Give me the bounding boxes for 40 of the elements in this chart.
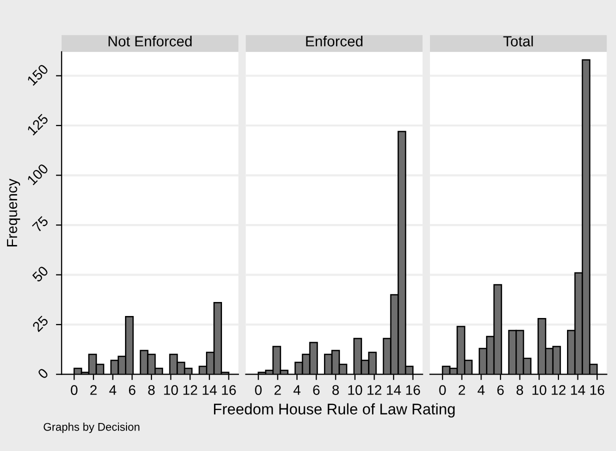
x-tick-label: 16: [406, 385, 420, 395]
x-tick-label: 6: [128, 385, 136, 395]
x-tick-label: 6: [497, 385, 504, 395]
y-axis-title: Frequency: [7, 178, 20, 246]
y-tick-label: 50: [32, 265, 49, 283]
y-tick-label: 150: [26, 64, 49, 86]
y-tick-label: 125: [26, 113, 49, 136]
x-tick-label: 6: [313, 385, 320, 395]
x-tick-label: 8: [332, 385, 339, 395]
x-tick-label: 16: [590, 385, 604, 395]
x-tick-label: 12: [552, 385, 566, 395]
x-tick-label: 2: [90, 385, 97, 395]
x-tick-label: 4: [293, 385, 300, 395]
text: Graphs by Decision: [44, 422, 140, 434]
x-tick-label: 16: [222, 385, 236, 395]
x-tick-label: 0: [70, 385, 78, 395]
y-tick-label: 75: [32, 216, 49, 233]
x-tick-label: 0: [439, 385, 446, 395]
x-tick-label: 14: [571, 385, 586, 395]
x-tick-label: 10: [532, 385, 546, 395]
x-tick-label: 0: [255, 385, 262, 395]
chart-title: Not Enforced: [108, 36, 192, 46]
x-tick-label: 14: [386, 385, 401, 395]
x-tick-label: 2: [274, 385, 281, 395]
x-tick-label: 14: [202, 385, 217, 395]
y-tick-label: 25: [32, 315, 49, 332]
y-tick-label: 100: [26, 163, 49, 186]
x-tick-label: 4: [478, 385, 485, 395]
x-axis-title: Freedom House Rule of Law Rating: [214, 403, 455, 418]
y-tick-label: 0: [37, 368, 49, 380]
x-tick-label: 8: [516, 385, 524, 395]
x-tick-label: 10: [164, 385, 178, 395]
x-tick-label: 12: [183, 385, 198, 395]
x-tick-label: 8: [148, 385, 155, 395]
chart-title: Total: [503, 36, 533, 46]
x-tick-label: 4: [109, 385, 116, 395]
x-tick-label: 2: [458, 385, 466, 395]
chart-title: Enforced: [306, 36, 362, 46]
x-tick-label: 10: [348, 385, 362, 395]
x-tick-label: 12: [368, 385, 382, 395]
